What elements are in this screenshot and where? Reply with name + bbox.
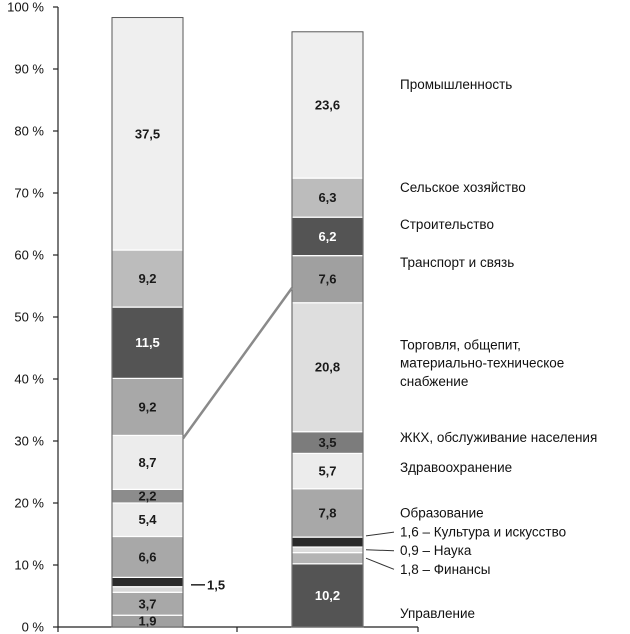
y-tick-label: 90 % [14, 62, 44, 77]
bar-value-label: 9,2 [138, 399, 156, 414]
bar-outline [291, 31, 364, 628]
bar-segment [111, 249, 184, 308]
category-label: 0,9 – Наука [400, 543, 472, 558]
bar-value-label: 5,4 [138, 512, 157, 527]
y-tick-label: 100 % [7, 0, 44, 15]
y-tick-label: 0 % [22, 620, 45, 634]
bar-value-label: 11,5 [135, 335, 160, 350]
label-leader-line [365, 557, 395, 570]
y-tick-label: 50 % [14, 310, 44, 325]
bar-segment [291, 563, 364, 628]
callout-label: 1,5 [207, 577, 225, 592]
category-label: Промышленность [400, 77, 512, 92]
bar-segment [291, 546, 364, 554]
bar-value-label: 20,8 [315, 360, 340, 375]
label-leader-line [365, 549, 395, 552]
bar-segment [111, 586, 184, 593]
y-tick-label: 70 % [14, 186, 44, 201]
category-label: Строительство [400, 217, 494, 232]
bar-value-label: 2,2 [138, 489, 156, 504]
category-label: Управление [400, 606, 475, 621]
y-tick-label: 20 % [14, 496, 44, 511]
connector-line [181, 287, 294, 440]
bar-value-label: 3,5 [318, 435, 336, 450]
category-label: Транспорт и связь [400, 255, 514, 270]
bar-segment [111, 16, 184, 251]
bar-segment [111, 377, 184, 437]
y-tick-label: 80 % [14, 124, 44, 139]
bar-segment [111, 576, 184, 588]
bar-segment [111, 434, 184, 490]
category-label: 1,6 – Культура и искусство [400, 525, 566, 540]
bar-value-label: 23,6 [315, 97, 340, 112]
category-label: Здравоохранение [400, 460, 512, 475]
bar-value-label: 7,8 [318, 505, 336, 520]
bar-value-label: 8,7 [138, 455, 156, 470]
bar-value-label: 37,5 [135, 126, 160, 141]
label-leader-line [365, 531, 395, 537]
bar-segment [291, 536, 364, 548]
bar-value-label: 9,2 [138, 271, 156, 286]
y-tick-label: 30 % [14, 434, 44, 449]
category-label: Образование [400, 505, 484, 520]
bar-value-label: 6,2 [318, 229, 336, 244]
bar-value-label: 3,7 [138, 596, 156, 611]
category-label: 1,8 – Финансы [400, 562, 490, 577]
category-label: Сельское хозяйство [400, 180, 526, 195]
y-tick-label: 10 % [14, 558, 44, 573]
bar-value-label: 10,2 [315, 588, 340, 603]
y-tick-label: 60 % [14, 248, 44, 263]
bar-value-label: 5,7 [318, 464, 336, 479]
bar-outline [111, 17, 184, 628]
bar-segment [291, 551, 364, 565]
bar-value-label: 1,9 [138, 614, 156, 629]
category-label: материально-техническое [400, 355, 564, 370]
category-label: снабжение [400, 374, 468, 389]
y-tick-label: 40 % [14, 372, 44, 387]
category-label: Торговля, общепит, [400, 337, 521, 352]
bar-value-label: 7,6 [318, 272, 336, 287]
category-label: ЖКХ, обслуживание населения [400, 430, 597, 445]
bar-segment [291, 255, 364, 304]
bar-value-label: 6,6 [138, 549, 156, 564]
bar-value-label: 6,3 [318, 190, 336, 205]
bar-segment [291, 452, 364, 490]
